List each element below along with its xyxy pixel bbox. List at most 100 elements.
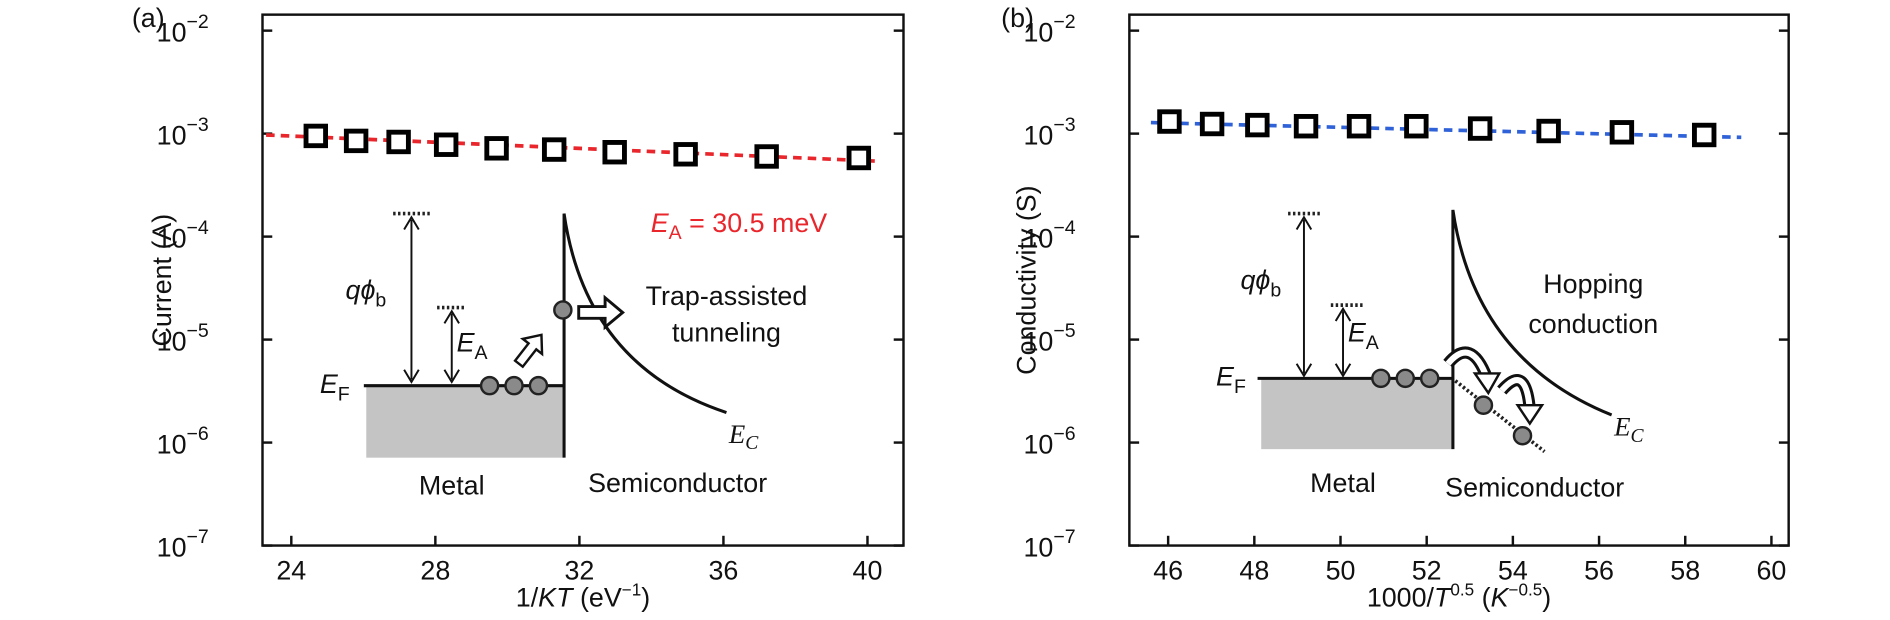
y-tick-exponent: −2: [1053, 11, 1075, 33]
x-axis-label: 1/KT (eV−1): [516, 581, 650, 613]
fit-line: [1150, 120, 1742, 140]
inset-label: Semiconductor: [588, 468, 767, 498]
band-edge: [1451, 209, 1613, 450]
y-tick-exponent: −6: [187, 423, 209, 445]
y-tick-label: 10−4: [157, 217, 209, 253]
inset-label: E: [320, 369, 339, 399]
inset-diagram-a: qϕb EA EF Trap-assisted tunneling Metal …: [320, 211, 808, 500]
inset-label: EC: [728, 419, 759, 454]
data-point: [484, 136, 509, 161]
inset-label: F: [338, 383, 350, 405]
y-tick-label: 10: [1024, 430, 1054, 460]
inset-label: E: [1348, 318, 1367, 348]
data-point: [673, 142, 698, 167]
data-point: [602, 140, 627, 165]
inset-label: E: [728, 419, 745, 449]
x-axis-label: 1000/T0.5 (K−0.5): [1367, 581, 1551, 613]
y-tick-label: 10: [157, 533, 187, 563]
x-axis-label: ): [641, 583, 650, 613]
y-tick-label: 10−6: [157, 423, 209, 459]
y-tick-exponent: −5: [1053, 320, 1075, 342]
data-point: [1346, 114, 1372, 139]
data-point: [1536, 118, 1561, 144]
annotation: = 30.5 meV: [682, 208, 828, 238]
electrons: [1371, 368, 1533, 446]
data-point: [1609, 120, 1635, 145]
arrow: [1295, 215, 1352, 378]
y-tick-label: 10−7: [157, 526, 209, 562]
inset-label: Metal: [1310, 468, 1376, 498]
data-point: [303, 123, 329, 149]
y-tick-label: 10−6: [1024, 423, 1076, 459]
y-tick-exponent: −7: [1053, 526, 1075, 548]
y-tick-label: 10: [1024, 224, 1054, 254]
electrons: [479, 300, 573, 396]
inset-label: b: [375, 289, 386, 311]
inset-label: Semiconductor: [1445, 473, 1624, 503]
hollow-arrow: [1443, 346, 1545, 426]
x-tick-label: 32: [564, 556, 594, 586]
inset-label: EF: [1216, 362, 1246, 398]
band-edge: [562, 213, 727, 458]
panel-label: (a): [132, 3, 165, 33]
plot-frame: [1128, 13, 1790, 547]
x-tick-label: 58: [1670, 556, 1700, 586]
x-axis-label: KT: [538, 583, 574, 613]
x-axis-label: K: [1491, 583, 1510, 613]
inset-label: A: [475, 342, 488, 364]
data-point: [541, 137, 567, 162]
x-axis-label: ): [1542, 583, 1551, 613]
y-tick-exponent: −6: [1053, 423, 1075, 445]
plot-frame: [261, 13, 905, 547]
y-tick-label: 10: [1024, 18, 1054, 48]
inset-label: Hopping: [1543, 269, 1643, 299]
x-axis-label: T: [1434, 583, 1452, 613]
y-tick-label: 10−5: [157, 320, 209, 356]
data-point: [1293, 114, 1319, 139]
inset-label: C: [745, 433, 759, 454]
data-point: [1467, 116, 1493, 141]
y-tick-exponent: −3: [1053, 114, 1075, 136]
inset-label: conduction: [1528, 309, 1658, 339]
x-axis-label: (eV: [573, 583, 622, 613]
y-axis-label: Conductivity (S): [1011, 185, 1041, 374]
y-tick-exponent: −7: [187, 526, 209, 548]
y-tick-label: 10: [157, 327, 187, 357]
y-tick-label: 10−4: [1024, 217, 1076, 253]
inset-label: tunneling: [672, 318, 781, 348]
y-tick-exponent: −4: [187, 217, 209, 239]
x-axis-label: −0.5: [1509, 581, 1543, 600]
panel-label: (b): [1001, 3, 1034, 33]
y-tick-label: 10−5: [1024, 320, 1076, 356]
y-tick-label: 10: [157, 121, 187, 151]
data-point: [1199, 111, 1225, 137]
inset-label: Metal: [419, 470, 485, 500]
x-axis-label: 1000/: [1367, 583, 1435, 613]
y-tick-exponent: −3: [187, 114, 209, 136]
inset-label: qϕ: [1240, 265, 1270, 295]
inset-label: EC: [1613, 412, 1644, 447]
x-tick-label: 28: [420, 556, 450, 586]
y-tick-exponent: −2: [187, 11, 209, 33]
x-tick-label: 40: [853, 556, 883, 586]
data-point: [433, 132, 459, 157]
inset-label: E: [1216, 362, 1235, 392]
data-point: [1157, 109, 1182, 134]
inset-label: C: [1630, 426, 1644, 447]
inset-label: EA: [1348, 318, 1379, 354]
inset-label: qϕb: [1240, 265, 1281, 301]
x-tick-label: 54: [1498, 556, 1528, 586]
x-tick-label: 48: [1239, 556, 1269, 586]
y-tick-label: 10: [157, 18, 187, 48]
inset-label: Trap-assisted: [646, 281, 808, 311]
x-axis-label: 0.5: [1450, 581, 1474, 600]
data-point: [1245, 112, 1270, 138]
annotation: E: [651, 208, 670, 238]
data-point: [1691, 122, 1717, 148]
x-tick-label: 36: [709, 556, 739, 586]
inset-label: E: [457, 328, 476, 358]
y-tick-label: 10: [157, 224, 187, 254]
x-tick-label: 24: [276, 556, 306, 586]
arrow: [403, 215, 460, 384]
